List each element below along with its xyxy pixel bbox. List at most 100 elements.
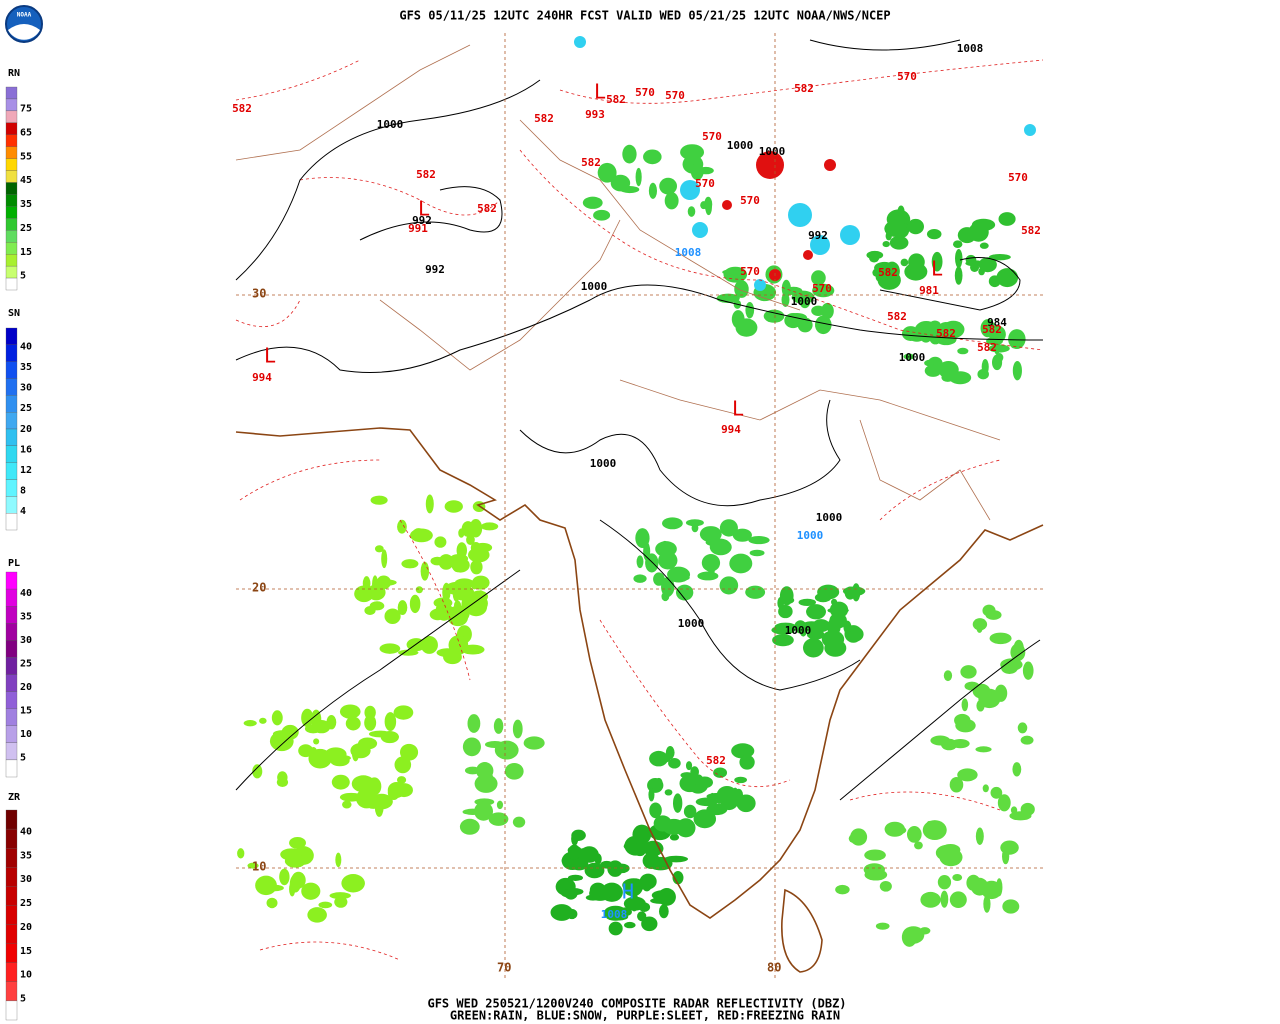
isobars [235, 39, 1044, 801]
legend-swatch [5, 242, 18, 255]
legend-title: ZR [8, 792, 21, 803]
precip-cell [961, 698, 969, 712]
precip-cell [1022, 661, 1034, 680]
legend-swatch [5, 759, 18, 778]
longitude-label: 80 [767, 961, 781, 975]
map-label: 570 [1008, 171, 1028, 184]
freezing-rain-cell [756, 151, 784, 179]
map-label: 1008 [601, 908, 628, 921]
precip-cell [335, 852, 342, 868]
precip-cell [602, 170, 617, 179]
precip-cell [949, 371, 972, 385]
precip-cell [902, 326, 920, 341]
freezing-rain-cell [803, 250, 813, 260]
precip-cell [412, 528, 425, 540]
map-label: 582 [477, 202, 497, 215]
legend-label: 10 [20, 970, 32, 981]
legend-label: 40 [20, 342, 32, 353]
precip-cell [902, 926, 925, 944]
precip-cell [512, 719, 523, 739]
precip-cell [624, 921, 636, 929]
precip-cell [420, 561, 430, 581]
precip-cell [567, 874, 584, 881]
legend-label: 75 [20, 103, 32, 114]
precip-cell [806, 629, 825, 640]
map-label: 582 [534, 112, 554, 125]
precip-cell [970, 877, 989, 896]
precip-cell [977, 368, 989, 380]
precip-cell [619, 186, 640, 194]
precip-cell [331, 774, 350, 790]
precip-cell [639, 873, 657, 890]
precip-cell [900, 258, 909, 267]
legend-swatch [5, 1000, 18, 1021]
precip-cell [685, 519, 704, 527]
legend-swatch [5, 158, 18, 171]
precip-cell [444, 500, 463, 513]
precip-cell [739, 754, 755, 770]
precip-cell [397, 519, 407, 534]
legend-swatch [5, 412, 18, 430]
map-label: 570 [665, 89, 685, 102]
precip-cell [988, 325, 1006, 344]
map-label: 991 [408, 222, 428, 235]
legend-swatch [5, 886, 18, 906]
precip-cell [442, 582, 451, 603]
legend-label: 12 [20, 465, 32, 476]
thickness-contours [235, 59, 1044, 961]
footer-line-2: GREEN:RAIN, BLUE:SNOW, PURPLE:SLEET, RED… [450, 1009, 840, 1023]
precip-cell [988, 253, 1011, 261]
precip-cell [654, 750, 662, 766]
map-label: 1000 [377, 118, 404, 131]
precip-cell [700, 201, 708, 210]
precip-cell [470, 541, 481, 554]
precip-cell [806, 604, 826, 620]
legend-label: 5 [20, 753, 26, 764]
legend-swatch [5, 924, 18, 944]
map-label: 1000 [791, 295, 818, 308]
precip-cell [329, 892, 351, 900]
precip-cell [697, 571, 719, 581]
precip-cell [633, 574, 647, 583]
precip-cell [448, 635, 469, 655]
precip-cell [931, 824, 942, 834]
precip-cell [701, 554, 721, 572]
precip-cell [949, 776, 964, 793]
precip-cell [983, 895, 991, 913]
map-label: L [594, 80, 606, 104]
precip-cell [379, 643, 401, 654]
sri-lanka [781, 888, 823, 973]
map-label: 1000 [816, 511, 843, 524]
legend-swatch [5, 265, 18, 279]
precip-cell [907, 218, 924, 235]
legend-swatch [5, 86, 18, 100]
precip-cell [493, 718, 504, 734]
precip-cell [458, 528, 465, 538]
map-label: 1000 [797, 529, 824, 542]
precip-cell [1017, 722, 1028, 734]
precip-cell [298, 744, 314, 758]
precipitation [237, 36, 1036, 947]
legend-swatch [5, 327, 18, 345]
precip-cell [919, 328, 933, 343]
precip-cell [307, 907, 327, 923]
map-label: L [732, 397, 744, 421]
map-label: 582 [977, 341, 997, 354]
precip-cell [903, 353, 915, 360]
precip-cell [699, 526, 722, 543]
precip-cell [401, 559, 419, 569]
precip-cell [719, 576, 739, 595]
precip-cell [672, 793, 683, 813]
precip-cell [484, 740, 505, 749]
precip-cell [345, 716, 361, 731]
map-label: 1000 [759, 145, 786, 158]
map-label: 570 [740, 265, 760, 278]
precip-cell [637, 911, 647, 922]
legend-swatch [5, 943, 18, 963]
latitude-label: 10 [252, 860, 266, 874]
precip-cell [748, 536, 770, 545]
map-label: 1000 [678, 617, 705, 630]
legend-label: 35 [20, 612, 32, 623]
snow-cell [574, 36, 586, 48]
precip-cell [924, 364, 942, 377]
